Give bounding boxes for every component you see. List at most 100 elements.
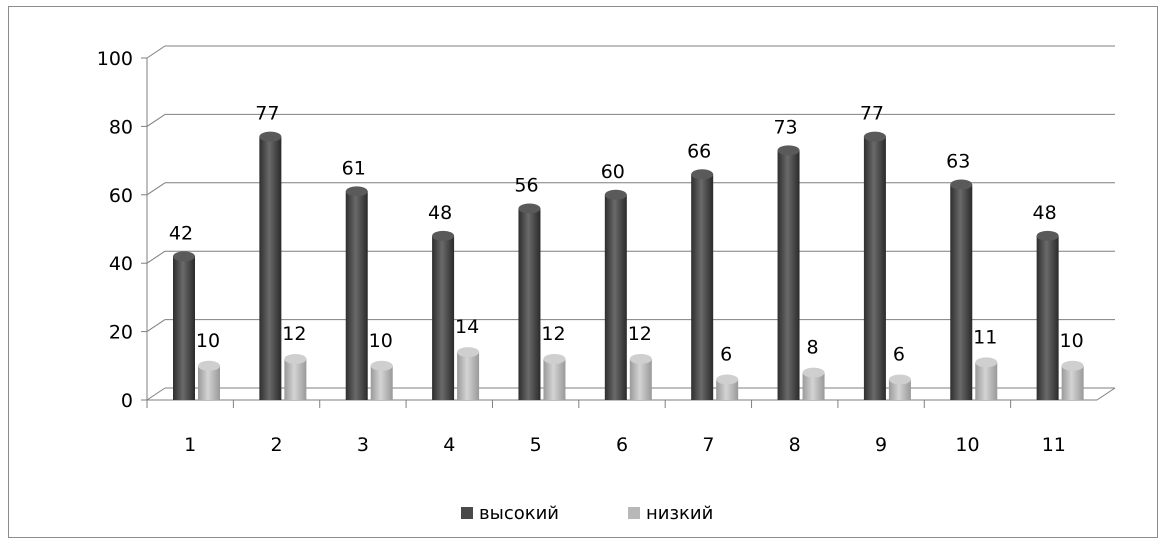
bar-cap (543, 353, 566, 364)
bar-cap (975, 357, 998, 368)
x-tick-label: 1 (184, 434, 196, 456)
bar-body (716, 379, 739, 400)
data-label: 8 (806, 337, 818, 359)
bar-body (198, 365, 220, 400)
bar-body (888, 379, 911, 400)
data-label: 48 (428, 202, 452, 224)
data-label: 60 (601, 161, 625, 183)
bar-low-3 (370, 360, 393, 400)
bar-body (777, 150, 800, 400)
legend-label-series-2: низкий (646, 503, 713, 524)
bar-low-8 (802, 367, 825, 400)
bar-low-1 (198, 360, 220, 400)
legend-swatch-series-2 (628, 507, 640, 519)
bar-body (284, 358, 307, 400)
x-tick-label: 2 (270, 434, 282, 456)
grid-line-diag (146, 250, 166, 264)
data-label: 12 (541, 323, 565, 345)
bar-cap (432, 230, 455, 241)
bar-body (259, 136, 282, 400)
bar-high-5 (518, 203, 541, 400)
bar-body (370, 365, 393, 400)
bar-high-2 (259, 131, 282, 400)
bar-cap (345, 186, 368, 197)
data-label: 73 (773, 116, 797, 138)
bar-body (345, 191, 368, 400)
y-tick-label: 80 (109, 116, 133, 138)
bar-cap (950, 179, 973, 190)
y-tick-label: 40 (109, 253, 133, 275)
bar-cap (1036, 230, 1059, 241)
bar-body (691, 174, 714, 400)
data-label: 6 (720, 343, 732, 365)
bar-high-6 (604, 189, 627, 400)
bar-body (1036, 235, 1059, 400)
bar-body (432, 235, 455, 400)
bar-low-9 (888, 374, 911, 400)
grid-line-diag (146, 113, 166, 127)
grid-line-diag (146, 182, 166, 196)
bar-low-6 (629, 353, 652, 400)
x-tick-label: 8 (789, 434, 801, 456)
legend: высокий низкий (461, 503, 713, 524)
bar-high-10 (950, 179, 973, 400)
bar-body (173, 256, 195, 400)
bar-cap (802, 367, 825, 378)
bar-low-2 (284, 353, 307, 400)
bar-body (863, 136, 886, 400)
x-tick-label: 7 (702, 434, 714, 456)
bar-high-8 (777, 145, 800, 400)
x-tick-label: 5 (530, 434, 542, 456)
bar-cap (1061, 360, 1084, 371)
bar-cap (173, 251, 195, 262)
bar-high-9 (863, 131, 886, 400)
data-label: 56 (514, 174, 538, 196)
bar-high-4 (432, 230, 455, 400)
bar-body (629, 358, 652, 400)
bar-low-4 (457, 347, 480, 400)
data-label: 77 (860, 103, 884, 125)
data-label: 66 (687, 140, 711, 162)
data-label: 63 (946, 151, 970, 173)
bar-cap (629, 353, 652, 364)
bar-body (604, 194, 627, 400)
data-label: 14 (455, 316, 479, 338)
data-label: 12 (282, 323, 306, 345)
data-label: 48 (1033, 202, 1057, 224)
data-label: 42 (169, 222, 193, 244)
bar-cap (888, 374, 911, 385)
bar-cap (604, 189, 627, 200)
bar-cap (370, 360, 393, 371)
bar-low-10 (975, 357, 998, 400)
bar-low-11 (1061, 360, 1084, 400)
bar-high-1 (173, 251, 195, 400)
legend-swatch-series-1 (461, 507, 473, 519)
bar-body (518, 208, 541, 400)
bar-cap (691, 169, 714, 180)
data-label: 61 (342, 157, 366, 179)
legend-label-series-1: высокий (479, 503, 559, 524)
bar-body (802, 372, 825, 400)
bar-low-7 (716, 374, 739, 400)
x-tick-label: 10 (955, 434, 979, 456)
x-tick-label: 11 (1042, 434, 1066, 456)
y-tick-label: 100 (97, 48, 133, 70)
bar-body (1061, 365, 1084, 400)
bar-cap (518, 203, 541, 214)
floor-edge (1096, 387, 1116, 401)
data-label: 77 (255, 103, 279, 125)
bar-high-11 (1036, 230, 1059, 400)
data-label: 10 (1060, 330, 1084, 352)
bar-cap (198, 360, 220, 371)
y-tick-label: 20 (109, 322, 133, 344)
bar-cap (863, 131, 886, 142)
bar-high-3 (345, 186, 368, 400)
data-label: 12 (628, 323, 652, 345)
grid-line-diag (146, 45, 166, 59)
data-label: 10 (196, 330, 220, 352)
x-tick-label: 3 (357, 434, 369, 456)
bar-high-7 (691, 169, 714, 400)
bar-cap (259, 131, 282, 142)
x-tick-label: 4 (443, 434, 455, 456)
